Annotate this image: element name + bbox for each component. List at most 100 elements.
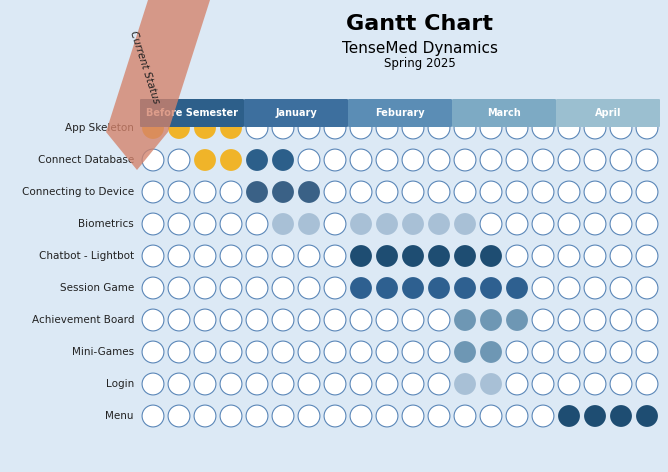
FancyBboxPatch shape: [556, 99, 660, 127]
Text: TenseMed Dynamics: TenseMed Dynamics: [342, 41, 498, 56]
Circle shape: [532, 309, 554, 331]
Circle shape: [376, 149, 398, 171]
Circle shape: [298, 245, 320, 267]
Circle shape: [324, 181, 346, 203]
Circle shape: [532, 117, 554, 139]
Circle shape: [454, 245, 476, 267]
Circle shape: [584, 245, 606, 267]
Text: Chatbot - Lightbot: Chatbot - Lightbot: [39, 251, 134, 261]
Circle shape: [402, 117, 424, 139]
Circle shape: [376, 405, 398, 427]
Text: Session Game: Session Game: [59, 283, 134, 293]
Circle shape: [532, 277, 554, 299]
Circle shape: [428, 341, 450, 363]
Circle shape: [454, 341, 476, 363]
Circle shape: [532, 341, 554, 363]
Circle shape: [428, 117, 450, 139]
Text: Spring 2025: Spring 2025: [384, 58, 456, 70]
Text: Biometrics: Biometrics: [78, 219, 134, 229]
Text: April: April: [595, 108, 621, 118]
Circle shape: [324, 373, 346, 395]
Circle shape: [142, 277, 164, 299]
Circle shape: [142, 341, 164, 363]
Text: Feburary: Feburary: [375, 108, 425, 118]
Circle shape: [532, 213, 554, 235]
Circle shape: [584, 309, 606, 331]
Circle shape: [636, 213, 658, 235]
Circle shape: [610, 149, 632, 171]
FancyBboxPatch shape: [348, 99, 452, 127]
Circle shape: [376, 213, 398, 235]
Circle shape: [480, 245, 502, 267]
Circle shape: [298, 277, 320, 299]
Circle shape: [454, 373, 476, 395]
Text: Before Semester: Before Semester: [146, 108, 238, 118]
Circle shape: [272, 341, 294, 363]
Circle shape: [532, 181, 554, 203]
Text: Connect Database: Connect Database: [38, 155, 134, 165]
Circle shape: [454, 277, 476, 299]
Circle shape: [610, 309, 632, 331]
Circle shape: [610, 405, 632, 427]
Circle shape: [558, 373, 580, 395]
Text: Login: Login: [106, 379, 134, 389]
Circle shape: [376, 309, 398, 331]
Circle shape: [428, 405, 450, 427]
Circle shape: [376, 341, 398, 363]
Circle shape: [558, 213, 580, 235]
Circle shape: [220, 181, 242, 203]
Text: Menu: Menu: [106, 411, 134, 421]
Circle shape: [246, 405, 268, 427]
Circle shape: [636, 117, 658, 139]
Circle shape: [402, 213, 424, 235]
Circle shape: [532, 149, 554, 171]
Circle shape: [558, 309, 580, 331]
Circle shape: [194, 309, 216, 331]
Circle shape: [506, 245, 528, 267]
Circle shape: [428, 149, 450, 171]
Circle shape: [558, 277, 580, 299]
Circle shape: [272, 405, 294, 427]
Circle shape: [246, 213, 268, 235]
Circle shape: [142, 373, 164, 395]
Circle shape: [168, 277, 190, 299]
Circle shape: [610, 277, 632, 299]
Circle shape: [168, 181, 190, 203]
Circle shape: [272, 181, 294, 203]
Circle shape: [350, 309, 372, 331]
Circle shape: [142, 181, 164, 203]
Circle shape: [168, 117, 190, 139]
Circle shape: [194, 149, 216, 171]
Circle shape: [584, 277, 606, 299]
Circle shape: [506, 213, 528, 235]
Circle shape: [142, 309, 164, 331]
Circle shape: [220, 117, 242, 139]
Circle shape: [376, 117, 398, 139]
Circle shape: [324, 213, 346, 235]
Circle shape: [480, 181, 502, 203]
Circle shape: [220, 309, 242, 331]
Circle shape: [298, 117, 320, 139]
Circle shape: [402, 373, 424, 395]
Circle shape: [584, 213, 606, 235]
Circle shape: [480, 309, 502, 331]
Circle shape: [402, 309, 424, 331]
Circle shape: [428, 277, 450, 299]
Circle shape: [402, 181, 424, 203]
Circle shape: [610, 245, 632, 267]
Circle shape: [324, 245, 346, 267]
Circle shape: [168, 341, 190, 363]
Circle shape: [168, 149, 190, 171]
Text: Mini-Games: Mini-Games: [72, 347, 134, 357]
Circle shape: [506, 277, 528, 299]
Circle shape: [610, 117, 632, 139]
Circle shape: [272, 149, 294, 171]
Circle shape: [168, 405, 190, 427]
Circle shape: [272, 117, 294, 139]
Circle shape: [194, 117, 216, 139]
Text: Gantt Chart: Gantt Chart: [347, 14, 494, 34]
Circle shape: [324, 149, 346, 171]
Circle shape: [194, 405, 216, 427]
Circle shape: [584, 181, 606, 203]
Circle shape: [168, 213, 190, 235]
